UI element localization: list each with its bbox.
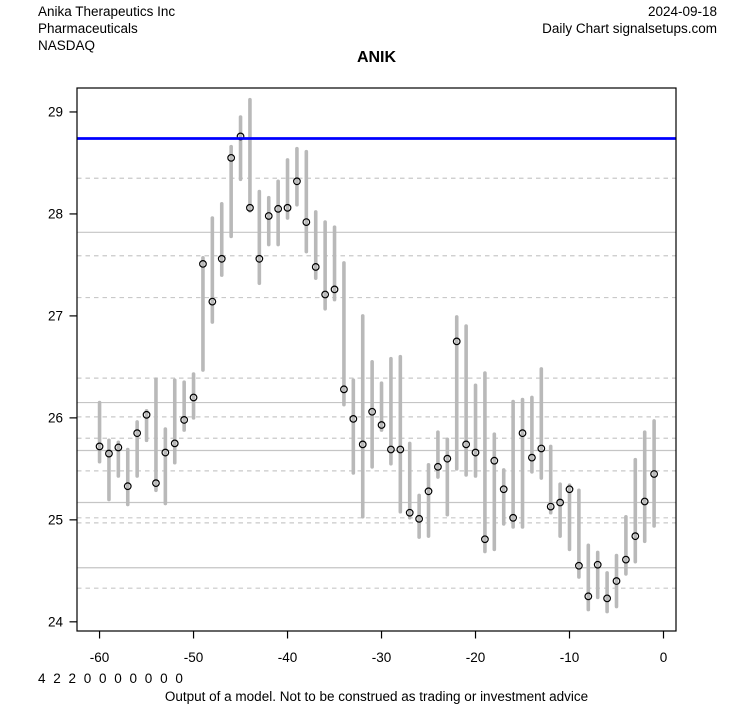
x-tick-label: -40 xyxy=(278,650,298,665)
level-lines xyxy=(77,177,676,589)
plot-box xyxy=(76,87,677,632)
chart-title: ANIK xyxy=(356,49,397,66)
chart-date: 2024-09-18 xyxy=(647,4,717,19)
model-output-values: 4 2 2 0 0 0 0 0 0 0 xyxy=(38,671,183,686)
y-tick-label: 24 xyxy=(48,614,64,629)
y-axis: 24 25 26 27 28 29 xyxy=(48,104,77,629)
x-tick-label: -20 xyxy=(466,650,486,665)
chart-source: Daily Chart signalsetups.com xyxy=(542,21,717,36)
y-tick-label: 25 xyxy=(48,512,63,527)
header-left: Anika Therapeutics Inc Pharmaceuticals N… xyxy=(38,3,175,54)
x-tick-label: -10 xyxy=(560,650,580,665)
company-name: Anika Therapeutics Inc xyxy=(38,4,176,19)
company-sector: Pharmaceuticals xyxy=(38,21,138,36)
y-tick-label: 29 xyxy=(48,104,63,119)
y-tick-label: 28 xyxy=(48,206,63,221)
y-tick-label: 27 xyxy=(48,308,63,323)
header-right: 2024-09-18 Daily Chart signalsetups.com xyxy=(542,3,717,37)
high-low-bars xyxy=(97,97,656,614)
x-tick-label: -60 xyxy=(90,650,110,665)
x-tick-label: 0 xyxy=(660,650,668,665)
x-tick-label: -50 xyxy=(184,650,204,665)
y-tick-label: 26 xyxy=(48,410,63,425)
x-axis: -60 -50 -40 -30 -20 -10 0 xyxy=(90,631,667,665)
close-markers xyxy=(95,132,659,603)
x-tick-label: -30 xyxy=(372,650,392,665)
company-exchange: NASDAQ xyxy=(38,38,96,53)
disclaimer-text: Output of a model. Not to be construed a… xyxy=(164,689,589,704)
